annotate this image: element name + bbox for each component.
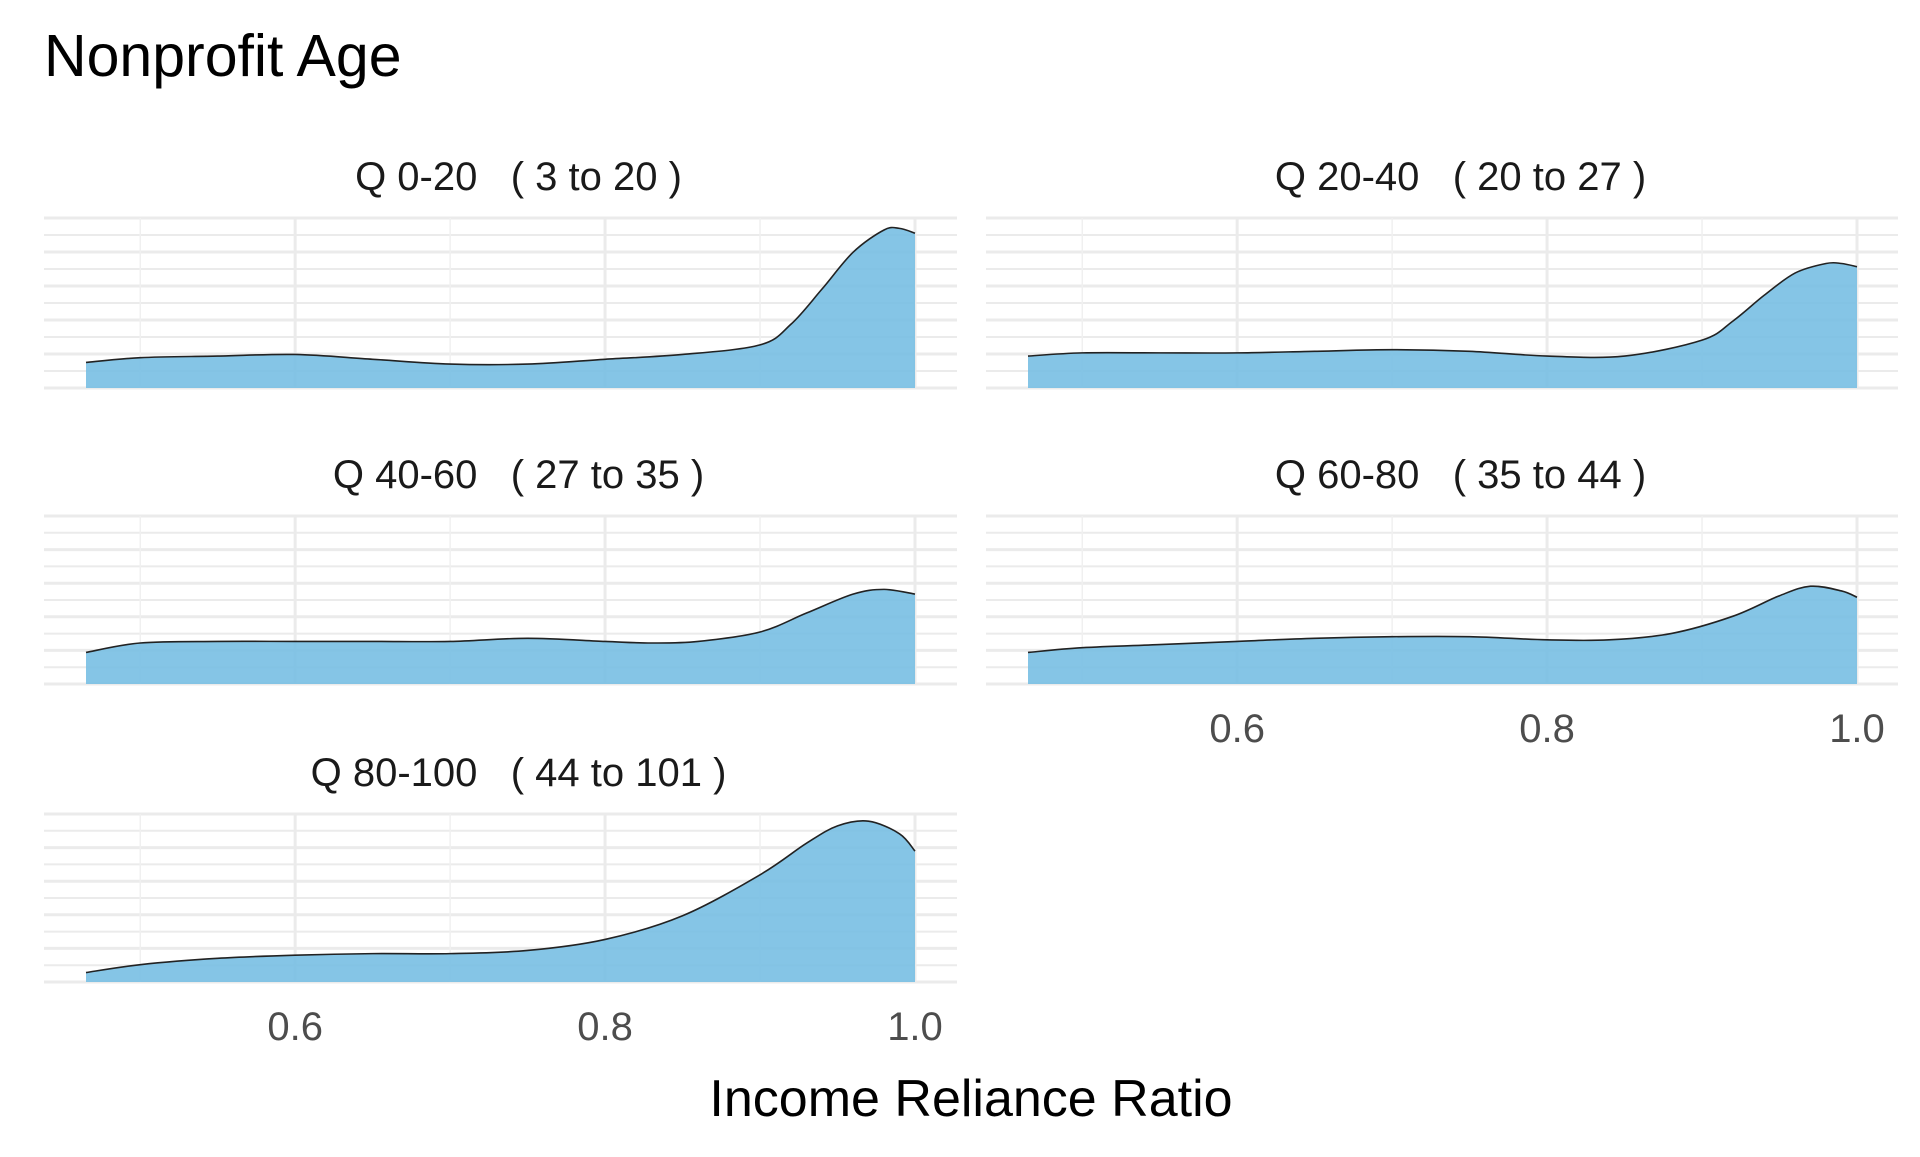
density-line: [85, 820, 916, 974]
density-line: [85, 226, 916, 366]
facet-panel: Q 60-80 ( 35 to 44 ) 0.6 0.8 1.0: [986, 453, 1898, 751]
facet-panel: Q 40-60 ( 27 to 35 ): [44, 453, 957, 686]
x-tick-label: 1.0: [887, 1005, 943, 1049]
density-area: [1028, 586, 1857, 684]
x-axis-title: Income Reliance Ratio: [709, 1070, 1232, 1128]
density-line: [1027, 585, 1858, 654]
facet-panel: Q 80-100 ( 44 to 101 ) 0.6 0.8 1.0: [44, 751, 957, 1049]
density-area: [86, 227, 915, 388]
x-tick-label: 0.8: [577, 1005, 633, 1049]
x-tick-label: 0.6: [1209, 707, 1265, 751]
density-area: [86, 589, 915, 684]
density-line: [1027, 261, 1858, 359]
facet-panel: Q 0-20 ( 3 to 20 ): [44, 155, 957, 390]
density-area: [1028, 262, 1857, 388]
facet-strip-label: Q 20-40 ( 20 to 27 ): [1275, 155, 1646, 199]
x-tick-label: 0.6: [267, 1005, 323, 1049]
facet-strip-label: Q 80-100 ( 44 to 101 ): [311, 751, 727, 795]
facet-strip-label: Q 40-60 ( 27 to 35 ): [333, 453, 704, 497]
x-tick-label: 1.0: [1829, 707, 1885, 751]
chart-title: Nonprofit Age: [44, 23, 402, 89]
facet-strip-label: Q 0-20 ( 3 to 20 ): [355, 155, 682, 199]
x-tick-label: 0.8: [1519, 707, 1575, 751]
density-line: [85, 588, 916, 654]
facet-panel: Q 20-40 ( 20 to 27 ): [986, 155, 1898, 390]
facet-strip-label: Q 60-80 ( 35 to 44 ): [1275, 453, 1646, 497]
density-area: [86, 820, 915, 982]
